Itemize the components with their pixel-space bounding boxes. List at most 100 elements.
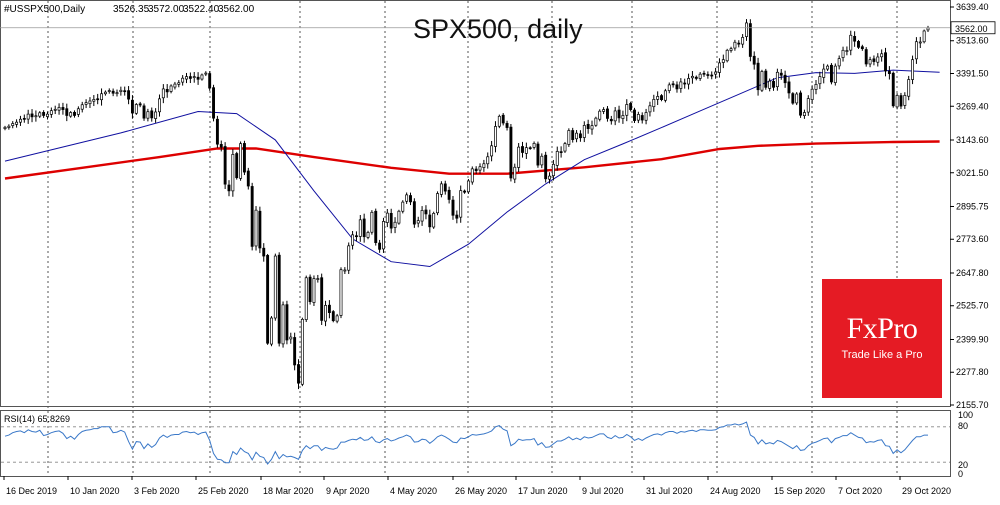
date-axis: 16 Dec 2019 10 Jan 2020 3 Feb 2020 25 Feb 2… (3, 476, 951, 496)
candle (914, 37, 918, 64)
candle (273, 253, 277, 321)
candle (142, 103, 146, 121)
candle (544, 151, 548, 183)
candle (312, 275, 316, 306)
candle (463, 189, 467, 194)
candle (227, 180, 231, 197)
candle (115, 89, 119, 97)
candle (644, 108, 648, 125)
last-price-label: 3562.00 (955, 24, 988, 34)
candle (208, 71, 212, 91)
candle (617, 105, 621, 123)
candle (123, 86, 127, 96)
candle (11, 121, 15, 129)
candle (528, 146, 532, 150)
candle (281, 301, 285, 348)
candle (833, 63, 837, 86)
candle (424, 205, 428, 220)
candle (698, 71, 702, 81)
price-tick-label: 3143.60 (956, 135, 989, 145)
price-tick-label: 3269.40 (956, 101, 989, 111)
candle (304, 275, 308, 322)
price-tick-label: 2647.80 (956, 268, 989, 278)
candle (242, 140, 246, 176)
candle (656, 91, 660, 106)
candle (53, 105, 57, 115)
candle (826, 64, 830, 71)
candle (872, 55, 876, 66)
candle (111, 88, 115, 97)
candle (810, 85, 814, 104)
rsi-tick-label: 100 (958, 410, 973, 420)
candle (903, 92, 907, 109)
candle (451, 195, 455, 220)
candle (84, 99, 88, 109)
candle (609, 115, 613, 125)
rsi-panel-frame (0, 410, 951, 477)
candle (853, 31, 857, 47)
candle (192, 71, 196, 83)
candle (158, 94, 161, 117)
price-tick-label: 2525.70 (956, 301, 989, 311)
candle (188, 72, 192, 84)
candle (802, 109, 806, 119)
candle (436, 191, 439, 216)
candle (486, 152, 490, 169)
candle (764, 68, 768, 90)
candle (880, 49, 884, 62)
candle (308, 274, 312, 305)
candle (439, 181, 443, 198)
candle (814, 80, 818, 95)
candle (42, 110, 46, 118)
candle (868, 56, 872, 68)
price-tick-label: 2895.75 (956, 201, 989, 211)
candle (791, 92, 795, 105)
candle (96, 93, 100, 105)
candle (69, 111, 73, 118)
date-label: 9 Apr 2020 (326, 486, 370, 496)
candle (891, 71, 895, 108)
date-label: 4 May 2020 (390, 486, 437, 496)
candle (733, 39, 737, 51)
candle (521, 141, 524, 158)
candle (640, 112, 644, 124)
candle (490, 140, 494, 162)
candle (335, 313, 339, 324)
candle (80, 101, 84, 113)
candle (181, 75, 185, 86)
candle (594, 116, 598, 127)
candle (725, 48, 729, 63)
candle (134, 103, 138, 115)
candle (683, 78, 687, 89)
candle (795, 92, 799, 106)
candle (7, 124, 11, 130)
candle (849, 30, 853, 56)
date-label: 26 May 2020 (455, 486, 507, 496)
candle (150, 107, 154, 122)
candle (876, 53, 880, 67)
candle (752, 51, 756, 70)
rsi-tick-label: 0 (958, 469, 963, 479)
price-tick-label: 3639.40 (956, 2, 989, 12)
candle (748, 19, 752, 62)
candle (223, 142, 227, 189)
candle (100, 88, 103, 106)
date-label: 16 Dec 2019 (6, 486, 57, 496)
candle (494, 121, 497, 153)
candle (806, 95, 810, 116)
candle (911, 55, 915, 85)
date-label: 25 Feb 2020 (198, 486, 249, 496)
date-label: 31 Jul 2020 (646, 486, 693, 496)
symbol-info: #USSPX500,Daily (4, 4, 85, 15)
candle (127, 86, 131, 105)
candle (235, 151, 239, 180)
candle (636, 111, 640, 124)
candle (262, 243, 266, 262)
price-axis: 3562.00 3639.40 3513.60 3391.50 3269.40 3143.… (0, 2, 996, 410)
candle (466, 179, 470, 194)
moving-averages (4, 69, 940, 268)
candlesticks (3, 19, 930, 390)
candle (629, 101, 633, 112)
